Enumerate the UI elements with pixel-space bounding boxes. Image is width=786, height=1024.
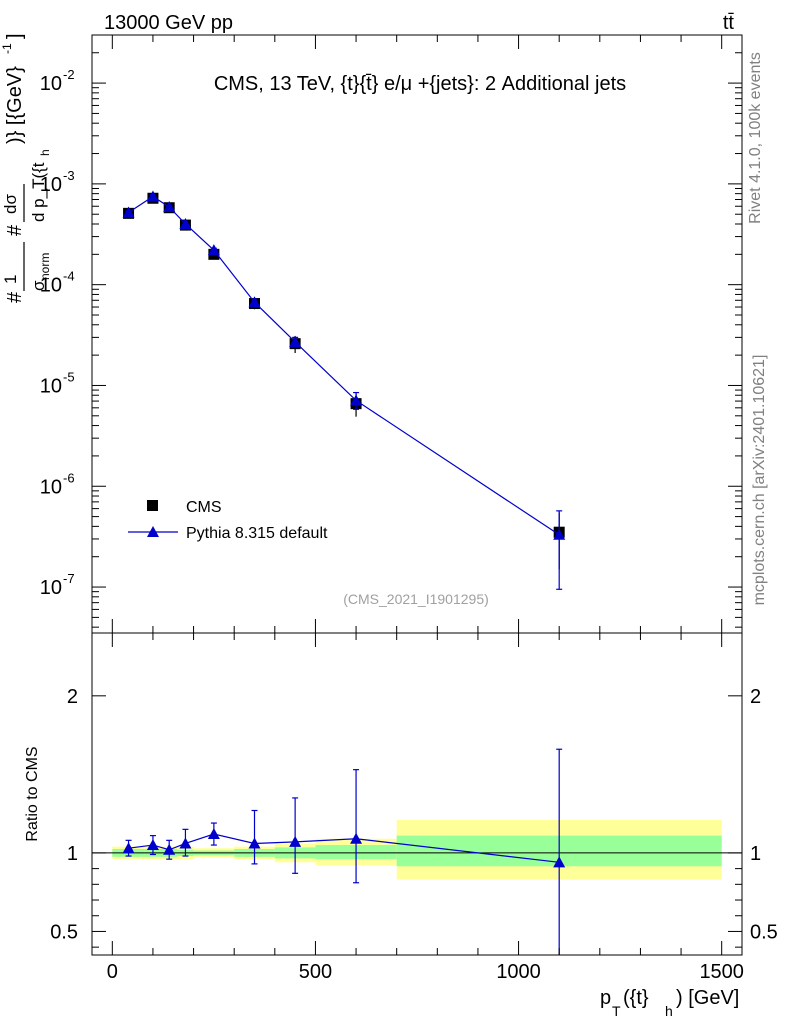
pythia-data-point <box>350 394 363 406</box>
svg-text:#: # <box>4 291 26 303</box>
legend-pythia-marker <box>147 526 159 537</box>
xlabel-sub-h: h <box>665 1003 673 1019</box>
ratio-ylabel: Ratio to CMS <box>24 746 41 841</box>
header-left-title: 13000 GeV pp <box>104 12 233 34</box>
pythia-line <box>128 195 560 536</box>
ratio-frame <box>91 632 743 956</box>
ylabel-denom-2: d p_T({t <box>29 162 48 222</box>
legend-cms-marker <box>147 500 158 511</box>
xtick-label: 1000 <box>496 961 541 983</box>
ratio-ytick-label-left: 0.5 <box>50 921 78 943</box>
ratio-ytick-label-left: 2 <box>67 686 78 708</box>
xlabel-sub-t: T <box>612 1003 621 1019</box>
ylabel-tail: )} [{GeV} <box>4 66 26 144</box>
ratio-data-point <box>163 843 176 855</box>
pythia-data-point <box>179 217 192 229</box>
ratio-ytick-labels: 0.5 0.5 1 1 2 2 <box>50 686 778 944</box>
main-ylabel: # 1 σ norm # dσ d p_T({t h )} [{GeV} -1 … <box>0 33 52 303</box>
xtick-label: 0 <box>107 961 118 983</box>
ratio-uncertainty-bands <box>112 819 722 880</box>
pythia-data-point <box>289 335 302 347</box>
pythia-data-point <box>207 244 220 256</box>
ratio-ytick-label-right: 0.5 <box>750 921 778 943</box>
main-frame <box>91 34 743 634</box>
main-ytick-label-exp: -2 <box>63 67 75 82</box>
ratio-data-point <box>289 835 302 847</box>
ylabel-numer-2: dσ <box>1 194 20 214</box>
main-ytick-label-exp: -5 <box>63 369 75 384</box>
ratio-data-point <box>179 837 192 849</box>
rivet-version-label: Rivet 4.1.0, 100k events <box>747 52 764 224</box>
ratio-data-point <box>248 837 261 849</box>
xlabel-p: p <box>600 987 611 1009</box>
ratio-data-point <box>350 832 363 844</box>
main-ytick-label-base: 10 <box>40 577 62 599</box>
ylabel-numer-1: 1 <box>1 275 20 284</box>
main-marks <box>122 190 566 590</box>
header-right-title: tt̄ <box>723 12 735 34</box>
pythia-data-point <box>163 200 176 212</box>
main-axis-ticks <box>92 34 742 633</box>
ratio-panel: 0.5 0.5 1 1 2 2 0 500 1000 1500 Ratio to CMS p T… <box>24 632 778 1019</box>
ratio-data-point <box>553 856 566 868</box>
xlabel-mid: ({t} <box>623 987 649 1009</box>
xlabel-end: ) [GeV] <box>676 987 739 1009</box>
ylabel-sup: -1 <box>0 43 14 54</box>
ratio-data-point <box>122 842 135 854</box>
ratio-marks <box>122 748 566 955</box>
pythia-data-point <box>146 190 159 202</box>
plot-title: CMS, 13 TeV, {t}{t̄} e/μ +{jets}: 2 Addi… <box>214 73 626 95</box>
mcplots-label: mcplots.cern.ch [arXiv:2401.10621] <box>751 355 768 606</box>
pythia-data-point <box>122 206 135 218</box>
ratio-data-point <box>146 839 159 851</box>
pythia-data-point <box>248 296 261 308</box>
ylabel-denom-1-sub: norm <box>38 253 52 280</box>
ratio-axis-ticks <box>92 633 742 955</box>
ratio-ytick-label-left: 1 <box>67 843 78 865</box>
main-ytick-label-exp: -3 <box>63 168 75 183</box>
main-ytick-label-base: 10 <box>40 174 62 196</box>
main-ytick-label-exp: -6 <box>63 470 75 485</box>
ratio-data-point <box>207 828 220 840</box>
pythia-data-point <box>553 528 566 540</box>
xtick-label: 1500 <box>699 961 744 983</box>
main-ytick-label-exp: -7 <box>63 571 75 586</box>
main-ytick-label-base: 10 <box>40 375 62 397</box>
main-ytick-label-base: 10 <box>40 275 62 297</box>
legend-pythia-label: Pythia 8.315 default <box>186 525 328 542</box>
ratio-ytick-label-right: 1 <box>750 843 761 865</box>
ylabel-end: ] <box>4 33 26 39</box>
main-ytick-labels: 10-710-610-510-410-310-2 <box>40 67 75 599</box>
ratio-ytick-label-right: 2 <box>750 686 761 708</box>
main-ytick-label-base: 10 <box>40 73 62 95</box>
ylabel-denom-1: σ <box>29 280 48 291</box>
xlabel: p T ({t} h ) [GeV] <box>600 987 739 1019</box>
xtick-labels: 0 500 1000 1500 <box>107 961 744 983</box>
analysis-id-label: (CMS_2021_I1901295) <box>343 591 489 607</box>
main-ytick-label-base: 10 <box>40 476 62 498</box>
main-panel: 10-710-610-510-410-310-2 CMS, 13 TeV, {t… <box>0 33 743 634</box>
main-ytick-label-exp: -4 <box>63 269 75 284</box>
legend-cms-label: CMS <box>186 499 222 516</box>
xtick-label: 500 <box>299 961 332 983</box>
legend: CMS Pythia 8.315 default <box>128 499 328 542</box>
ylabel-denom-2-sub: h <box>38 149 52 156</box>
svg-text:#: # <box>4 224 26 236</box>
